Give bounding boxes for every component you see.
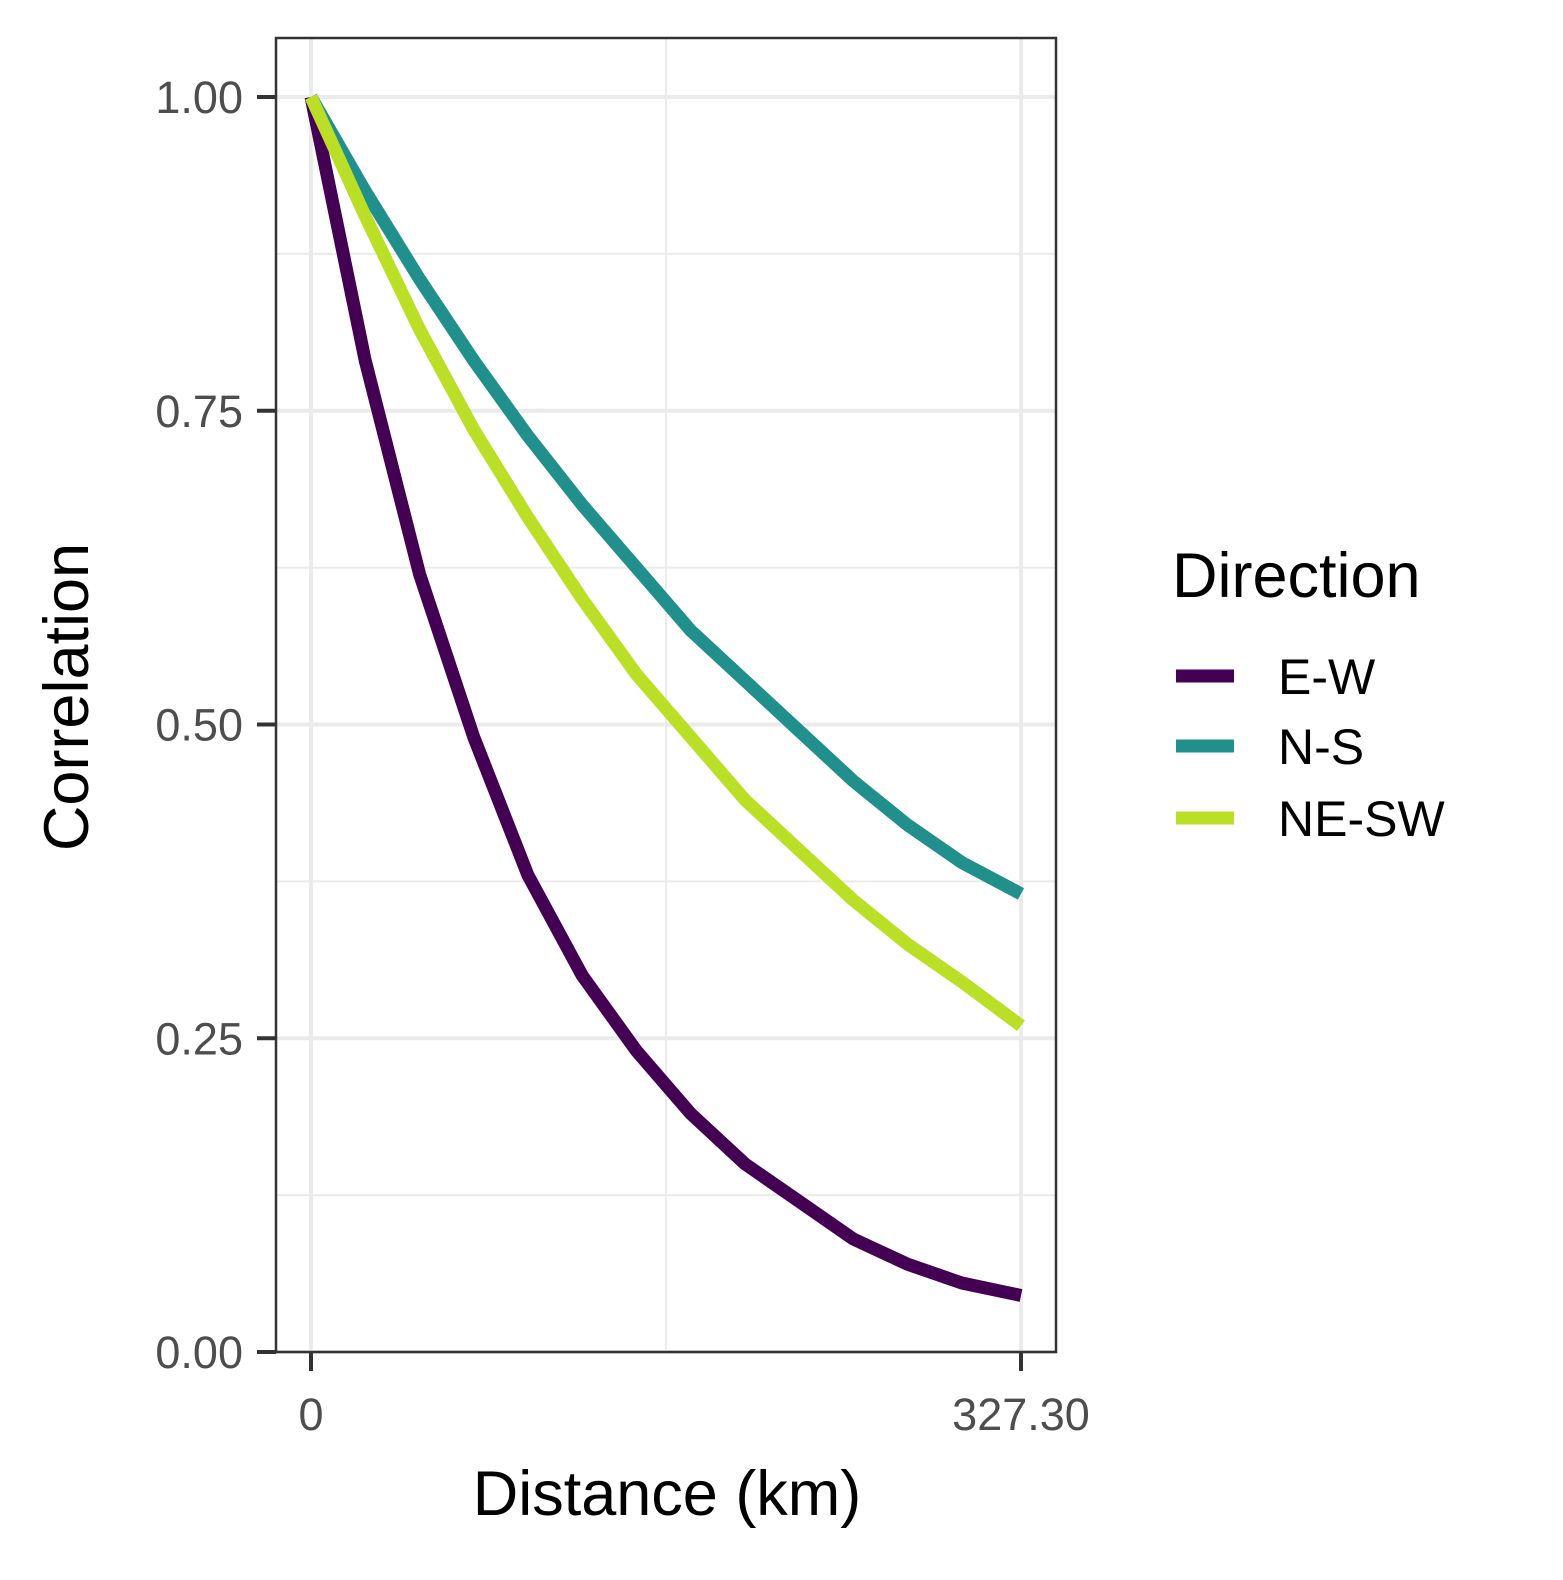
- panel-border: [274, 36, 1058, 1354]
- x-tick-label: 327.30: [952, 1389, 1090, 1440]
- y-tick-label: 0.50: [155, 700, 243, 751]
- y-tick-label: 0.00: [155, 1327, 243, 1378]
- y-tick-label: 0.75: [155, 386, 243, 437]
- legend-title: Direction: [1172, 541, 1421, 611]
- series-line-n-s: [305, 93, 1025, 900]
- y-tick-label: 1.00: [155, 72, 243, 123]
- series-line-ne-sw: [305, 94, 1025, 1031]
- legend: Direction E-W N-S NE-SW: [1172, 541, 1445, 847]
- legend-label-n-s: N-S: [1278, 719, 1364, 775]
- legend-label-ne-sw: NE-SW: [1278, 791, 1445, 847]
- y-tick-label: 0.25: [155, 1013, 243, 1064]
- axes: 0.00 0.25 0.50 0.75 1.00 0 327.30: [155, 72, 1089, 1440]
- y-axis-title: Correlation: [32, 543, 102, 851]
- grid-lines: [276, 38, 1056, 1354]
- x-axis-title: Distance (km): [473, 1459, 862, 1529]
- series-line-e-w: [304, 95, 1023, 1302]
- x-tick-label: 0: [298, 1389, 323, 1440]
- series-lines: [304, 93, 1025, 1302]
- legend-label-e-w: E-W: [1278, 649, 1376, 705]
